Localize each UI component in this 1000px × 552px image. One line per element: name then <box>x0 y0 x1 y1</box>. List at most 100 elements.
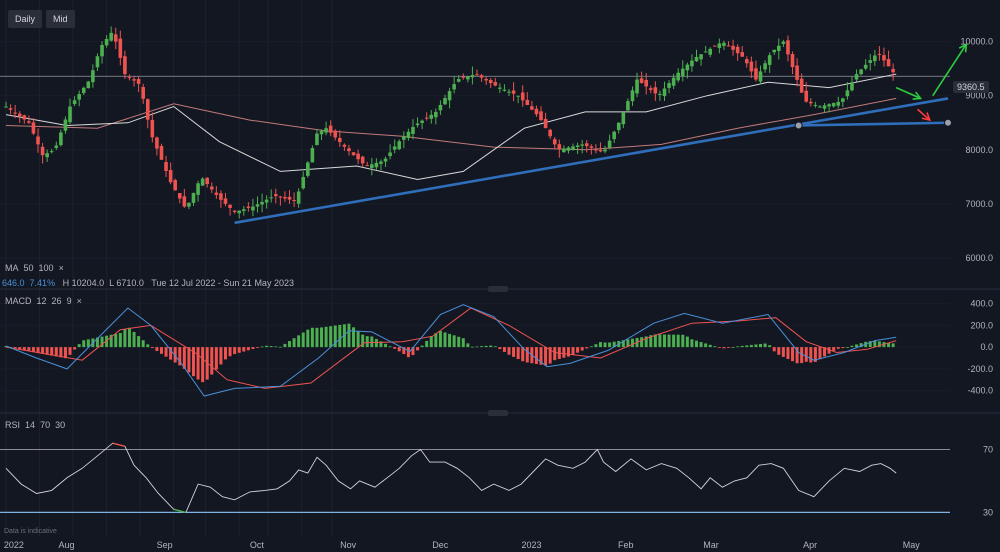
macd-histogram-bar <box>397 347 401 352</box>
macd-histogram-bar <box>256 347 260 348</box>
candle <box>493 82 498 86</box>
macd-histogram-bar <box>452 335 456 348</box>
macd-histogram-bar <box>457 336 461 348</box>
macd-histogram-bar <box>228 347 232 357</box>
macd-histogram-bar <box>836 347 840 349</box>
macd-histogram-bar <box>201 347 205 383</box>
candle <box>598 149 603 152</box>
macd-histogram-bar <box>18 347 22 350</box>
rsi-tick-label: 70 <box>983 444 993 454</box>
candle <box>827 104 831 107</box>
macd-histogram-bar <box>127 327 131 348</box>
macd-histogram-bar <box>649 335 653 348</box>
candle <box>415 123 420 126</box>
candle <box>777 45 781 51</box>
candle <box>17 113 22 117</box>
candle <box>543 118 548 129</box>
candle <box>241 209 246 212</box>
x-tick-label: 2023 <box>522 540 542 550</box>
candle <box>452 84 456 90</box>
macd-histogram-bar <box>352 327 356 348</box>
candle <box>726 45 731 47</box>
candle <box>703 51 708 53</box>
candle <box>328 125 333 133</box>
x-tick-label: Oct <box>250 540 265 550</box>
macd-histogram-bar <box>274 346 278 348</box>
macd-histogram-bar <box>694 340 698 348</box>
candle <box>662 88 667 97</box>
candle <box>804 90 809 102</box>
macd-histogram-bar <box>850 345 854 348</box>
candle <box>873 55 877 62</box>
candle <box>639 78 644 83</box>
macd-histogram-bar <box>813 347 817 362</box>
macd-histogram-bar <box>292 338 296 348</box>
macd-histogram-bar <box>823 347 827 357</box>
candle <box>292 199 296 201</box>
candle <box>507 91 511 93</box>
candle <box>356 153 360 160</box>
macd-histogram-bar <box>731 347 735 348</box>
candle <box>27 121 31 123</box>
candle <box>59 132 63 146</box>
macd-legend[interactable]: MACD 12 26 9 × <box>5 296 82 306</box>
macd-histogram-bar <box>59 347 63 358</box>
candle <box>616 122 621 131</box>
macd-histogram-bar <box>658 334 662 348</box>
macd-histogram-bar <box>859 343 863 348</box>
macd-histogram-bar <box>4 346 8 348</box>
candle <box>845 90 850 97</box>
macd-histogram-bar <box>288 341 292 348</box>
macd-histogram-bar <box>420 345 424 348</box>
macd-histogram-bar <box>672 334 676 348</box>
macd-histogram-bar <box>855 344 859 348</box>
macd-histogram-bar <box>173 347 177 363</box>
macd-histogram-bar <box>681 334 685 348</box>
candle <box>4 106 8 108</box>
rsi-overbought-segment <box>112 442 126 447</box>
candle <box>420 120 424 123</box>
macd-histogram-bar <box>233 347 237 355</box>
macd-histogram-bar <box>566 347 570 357</box>
macd-histogram-bar <box>685 336 689 348</box>
candle <box>763 63 767 70</box>
support-horizontal-line <box>798 121 949 127</box>
stat-range: Tue 12 Jul 2022 - Sun 21 May 2023 <box>151 278 294 288</box>
candle <box>434 111 438 118</box>
candle <box>758 71 763 82</box>
macd-histogram-bar <box>781 347 785 357</box>
candle <box>411 127 415 134</box>
macd-histogram-bar <box>182 347 186 369</box>
macd-histogram-bar <box>475 346 479 348</box>
macd-histogram-bar <box>301 332 305 348</box>
candle <box>461 76 466 78</box>
close-icon[interactable]: × <box>58 263 64 273</box>
price-panel <box>0 26 968 225</box>
rsi-tick-label: 30 <box>983 507 993 517</box>
panel-resize-handle <box>488 286 508 292</box>
candle <box>72 100 77 105</box>
rsi-legend[interactable]: RSI 14 70 30 <box>5 420 65 430</box>
mid-button[interactable]: Mid <box>46 10 75 28</box>
ma-legend[interactable]: MA 50 100 × <box>5 263 64 273</box>
candle <box>749 61 754 72</box>
panel-resize-handle <box>488 410 508 416</box>
daily-button[interactable]: Daily <box>8 10 43 28</box>
close-icon[interactable]: × <box>76 296 82 306</box>
candle <box>466 76 470 80</box>
macd-histogram-bar <box>269 346 273 348</box>
candle <box>607 140 612 148</box>
candle <box>278 196 283 198</box>
green-arrow <box>932 43 967 97</box>
macd-histogram-bar <box>512 347 516 357</box>
candle <box>397 141 402 150</box>
candle <box>260 201 264 205</box>
macd-histogram-bar <box>45 347 49 355</box>
x-tick-label: Feb <box>618 540 634 550</box>
candle <box>470 74 475 78</box>
candle <box>744 59 749 64</box>
candle <box>127 77 132 79</box>
macd-histogram-bar <box>123 329 127 348</box>
candle <box>630 90 635 102</box>
